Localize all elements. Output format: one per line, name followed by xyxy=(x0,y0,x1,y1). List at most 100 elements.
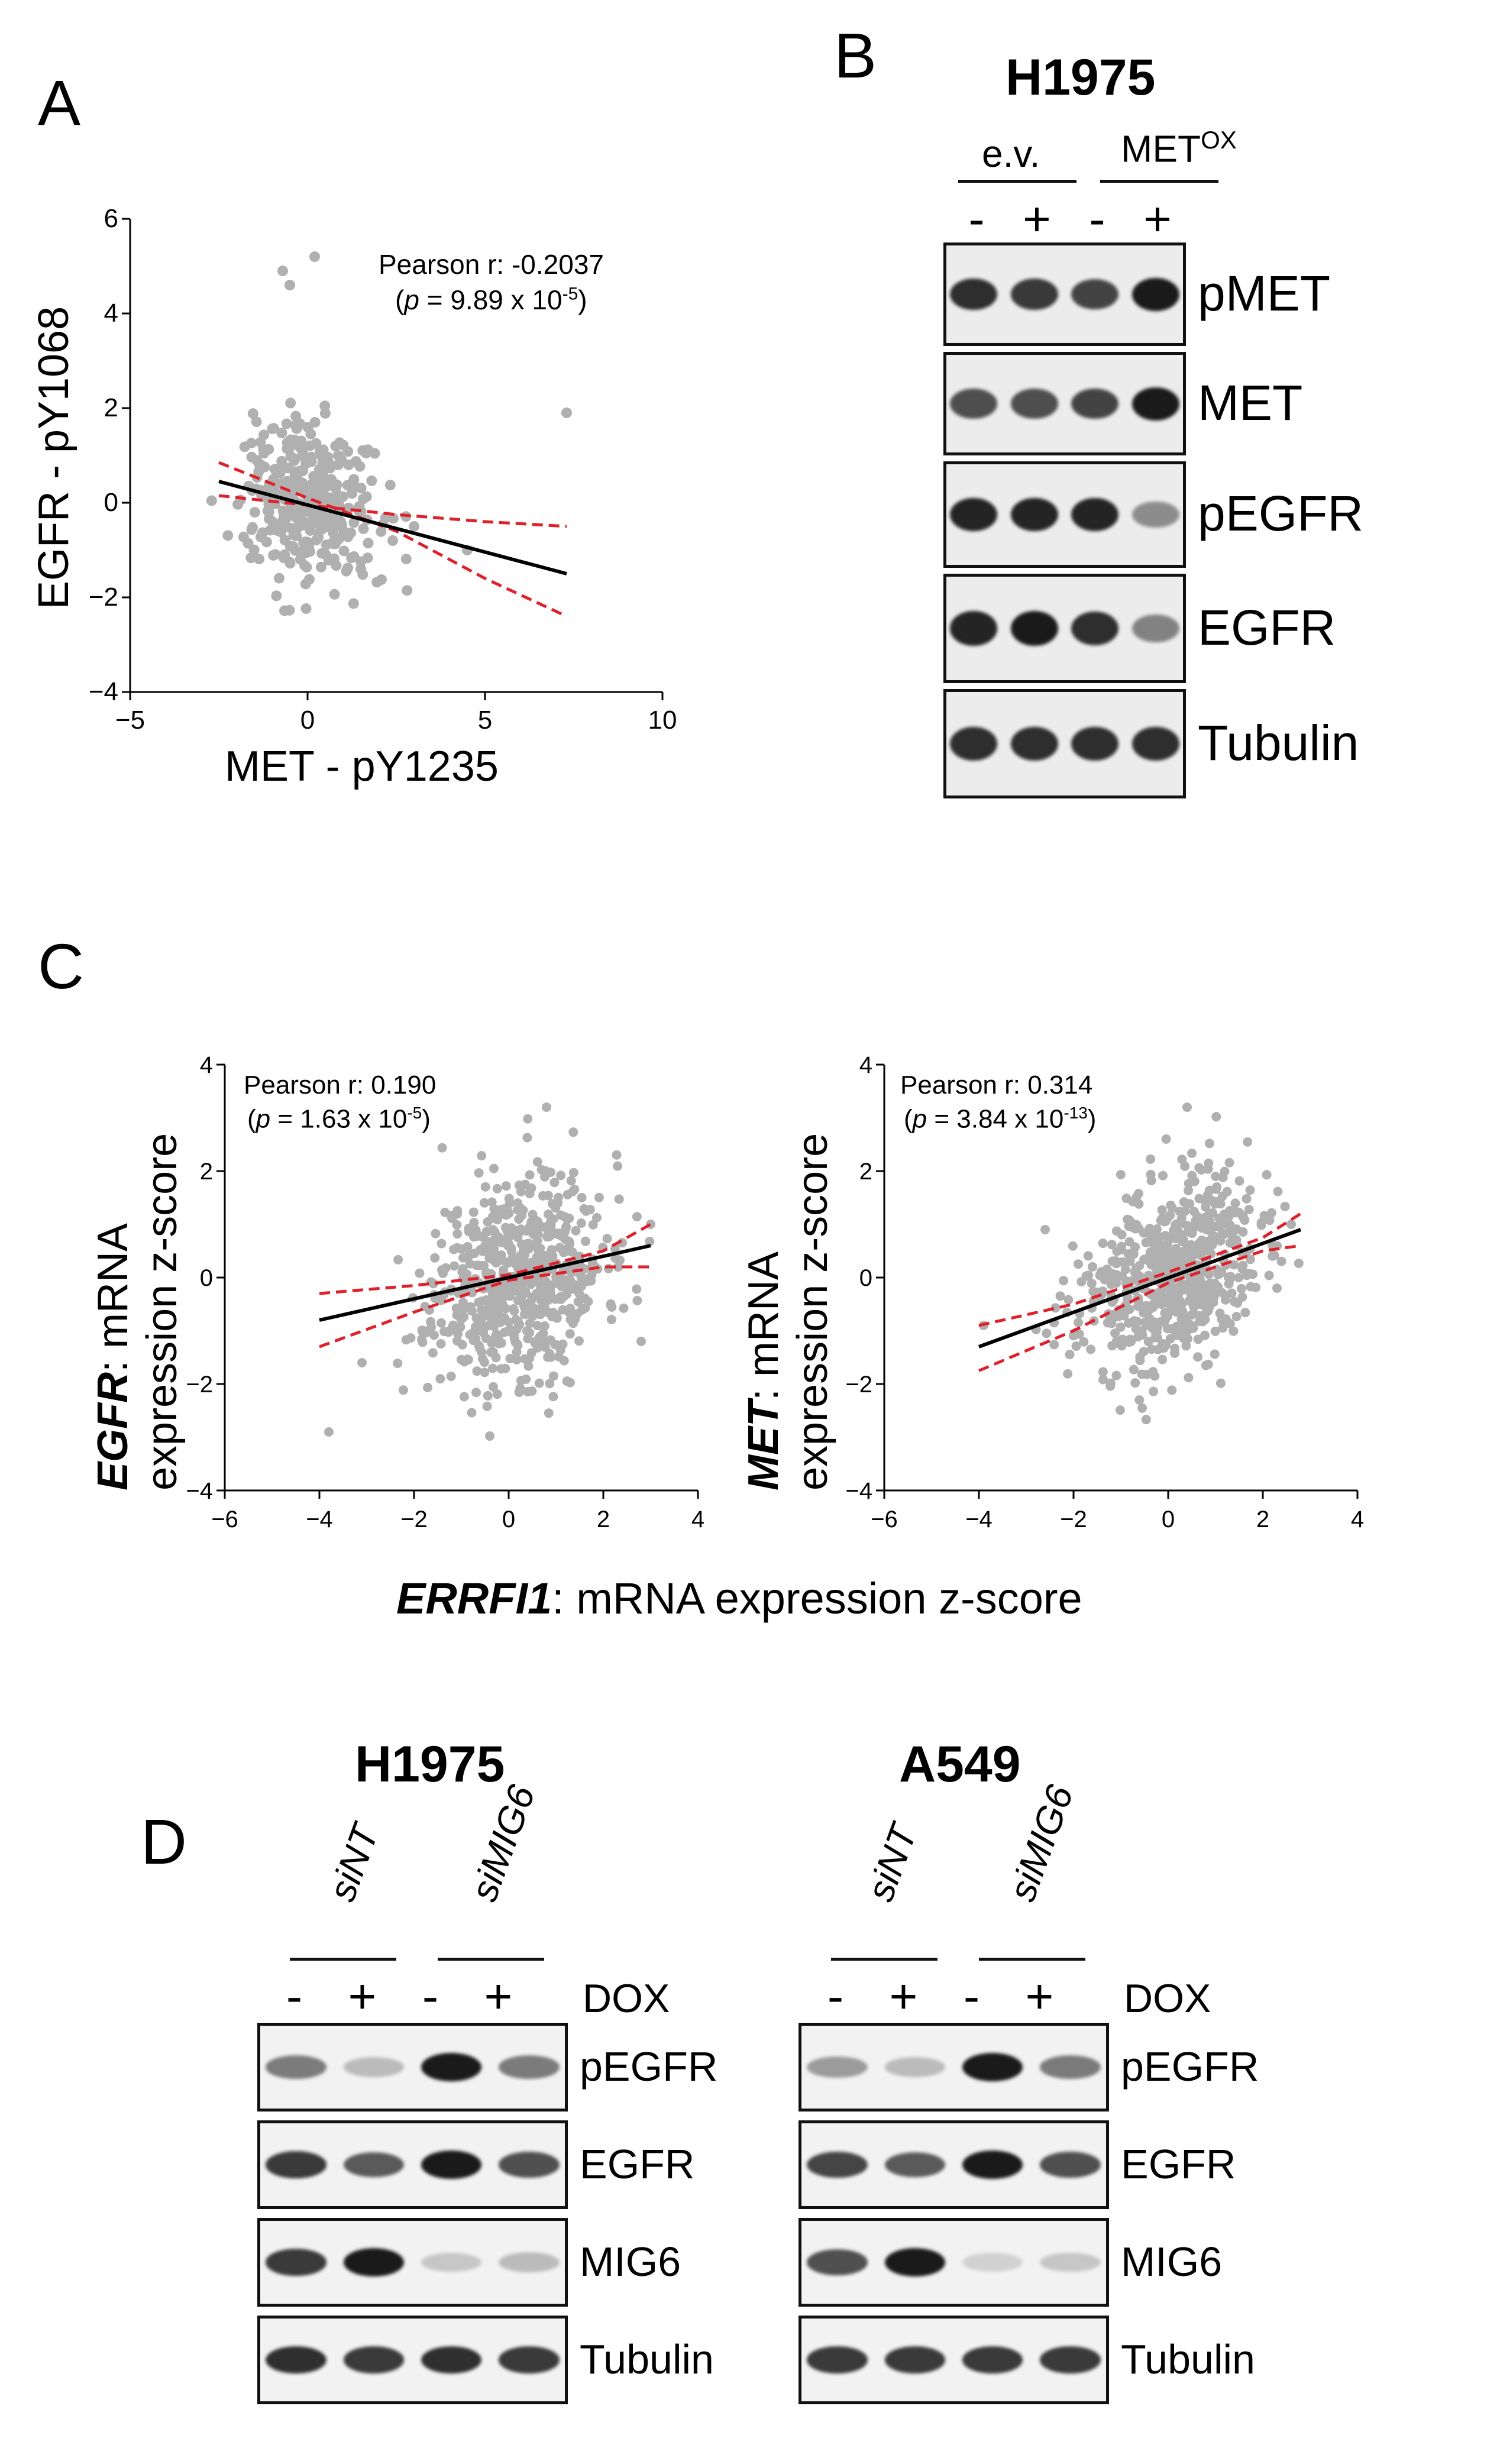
scatter-point xyxy=(521,1309,531,1320)
scatter-point xyxy=(513,1286,523,1296)
scatter-point xyxy=(1065,1350,1075,1360)
scatter-point xyxy=(1266,1208,1276,1218)
scatter-point xyxy=(573,1296,583,1307)
scatter-point xyxy=(535,1331,545,1341)
scatter-point xyxy=(482,1401,492,1411)
treatment-minus: - xyxy=(286,1970,303,2023)
scatter-point xyxy=(585,1205,595,1215)
scatter-point xyxy=(1187,1225,1197,1235)
scatter-point xyxy=(1240,1308,1250,1318)
scatter-point xyxy=(423,1382,433,1392)
band xyxy=(807,2249,868,2275)
scatter-point xyxy=(505,1198,515,1208)
scatter-point xyxy=(1185,1199,1195,1209)
scatter-point xyxy=(273,573,285,584)
scatter-point xyxy=(1133,1332,1143,1342)
scatter-point xyxy=(1200,1314,1210,1324)
scatter-point xyxy=(248,544,260,555)
band xyxy=(1071,727,1119,761)
scatter-point xyxy=(468,1336,479,1346)
scatter-point xyxy=(254,554,265,565)
scatter-point xyxy=(276,478,287,489)
scatter-point xyxy=(1134,1395,1145,1405)
chart-c1-pvalue: (p = 1.63 x 10-5) xyxy=(247,1104,431,1134)
band xyxy=(266,2346,326,2374)
blot-label-met: MET xyxy=(1198,374,1303,431)
scatter-point xyxy=(446,1210,456,1220)
scatter-point xyxy=(302,536,313,548)
scatter-point xyxy=(1193,1334,1203,1344)
x-tick-label: −4 xyxy=(965,1506,993,1532)
scatter-point xyxy=(1189,1288,1199,1298)
scatter-point xyxy=(1063,1369,1073,1379)
scatter-point xyxy=(401,1335,411,1345)
scatter-point xyxy=(1087,1262,1097,1272)
scatter-point xyxy=(495,1317,505,1327)
scatter-point xyxy=(468,1327,479,1337)
scatter-point xyxy=(1125,1256,1135,1266)
scatter-point xyxy=(284,557,295,568)
band xyxy=(1071,612,1119,645)
scatter-point xyxy=(1112,1308,1122,1318)
blot-label-egfr: EGFR xyxy=(1121,2141,1236,2187)
y-tick-label: 6 xyxy=(104,204,118,233)
scatter-point xyxy=(485,1431,495,1441)
scatter-point xyxy=(536,1165,547,1175)
regression-line xyxy=(319,1244,651,1322)
scatter-point xyxy=(342,562,354,574)
scatter-point xyxy=(465,1259,475,1269)
scatter-point xyxy=(246,451,257,463)
scatter-point xyxy=(492,1258,502,1268)
scatter-point xyxy=(494,1338,504,1349)
blot-label-mig6: MIG6 xyxy=(1121,2239,1223,2285)
scatter-point xyxy=(1086,1344,1096,1354)
scatter-point xyxy=(358,523,369,535)
scatter-point xyxy=(393,1359,403,1369)
scatter-point xyxy=(245,438,257,449)
scatter-point xyxy=(346,552,357,564)
scatter-point xyxy=(532,1343,542,1353)
treatment-plus: + xyxy=(889,1970,918,2023)
blot-pegfr xyxy=(799,2023,1109,2111)
scatter-point xyxy=(1068,1241,1078,1251)
scatter-point xyxy=(549,1178,560,1188)
scatter-point xyxy=(594,1192,604,1202)
scatter-point xyxy=(1111,1337,1121,1347)
scatter-point xyxy=(469,1249,479,1259)
scatter-point xyxy=(1107,1240,1117,1250)
scatter-point xyxy=(287,541,299,552)
scatter-point xyxy=(1194,1163,1204,1173)
chart-a: −5 0 5 10 −4 −2 0 2 4 6 xyxy=(89,204,677,735)
scatter-point xyxy=(1244,1205,1254,1215)
scatter-point xyxy=(1236,1283,1246,1294)
band xyxy=(499,2252,560,2272)
scatter-point xyxy=(1156,1215,1166,1225)
scatter-point xyxy=(562,1376,572,1386)
scatter-point xyxy=(1259,1211,1269,1221)
band xyxy=(1071,279,1119,310)
scatter-point xyxy=(362,444,373,455)
scatter-point xyxy=(1234,1176,1244,1186)
scatter-point xyxy=(483,1217,493,1227)
scatter-point xyxy=(1108,1276,1118,1286)
scatter-point xyxy=(1231,1224,1242,1234)
scatter-point xyxy=(1229,1296,1239,1307)
scatter-point xyxy=(477,1354,487,1364)
scatter-point xyxy=(1071,1341,1081,1351)
scatter-point xyxy=(557,1282,567,1292)
band xyxy=(421,2346,482,2374)
scatter-point xyxy=(1242,1194,1252,1204)
scatter-point xyxy=(311,485,322,496)
scatter-point xyxy=(514,1228,524,1238)
scatter-point xyxy=(548,1392,558,1402)
scatter-point xyxy=(1112,1246,1122,1256)
band xyxy=(343,2152,405,2178)
scatter-point xyxy=(613,1262,623,1272)
scatter-point xyxy=(1184,1373,1194,1383)
scatter-point xyxy=(206,495,217,506)
scatter-point xyxy=(450,1261,460,1271)
regression-line xyxy=(978,1228,1302,1349)
y-tick-label: −2 xyxy=(89,583,118,612)
scatter-point xyxy=(632,1212,642,1222)
band xyxy=(950,389,998,419)
